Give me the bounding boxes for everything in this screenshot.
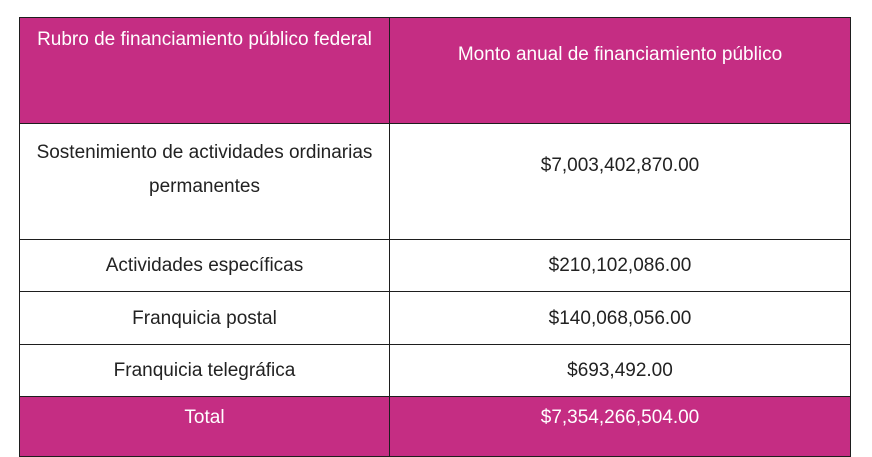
financing-table-container: Rubro de financiamiento público federal … bbox=[19, 17, 851, 457]
row-label: Sostenimiento de actividades ordinarias … bbox=[19, 123, 390, 240]
financing-table: Rubro de financiamiento público federal … bbox=[19, 17, 851, 457]
table-row: Actividades específicas $210,102,086.00 bbox=[19, 239, 851, 292]
row-label: Actividades específicas bbox=[19, 239, 390, 292]
table-row: Franquicia postal $140,068,056.00 bbox=[19, 291, 851, 345]
row-label: Franquicia telegráfica bbox=[19, 344, 390, 397]
row-amount: $210,102,086.00 bbox=[389, 239, 851, 292]
row-amount: $693,492.00 bbox=[389, 344, 851, 397]
row-amount: $7,003,402,870.00 bbox=[389, 123, 851, 240]
table-row: Franquicia telegráfica $693,492.00 bbox=[19, 344, 851, 397]
total-label: Total bbox=[19, 396, 390, 457]
row-label: Franquicia postal bbox=[19, 291, 390, 345]
header-rubro: Rubro de financiamiento público federal bbox=[19, 17, 390, 124]
row-amount: $140,068,056.00 bbox=[389, 291, 851, 345]
total-amount: $7,354,266,504.00 bbox=[389, 396, 851, 457]
table-total-row: Total $7,354,266,504.00 bbox=[19, 396, 851, 457]
table-row: Sostenimiento de actividades ordinarias … bbox=[19, 123, 851, 240]
table-header-row: Rubro de financiamiento público federal … bbox=[19, 17, 851, 124]
header-monto: Monto anual de financiamiento público bbox=[389, 17, 851, 124]
